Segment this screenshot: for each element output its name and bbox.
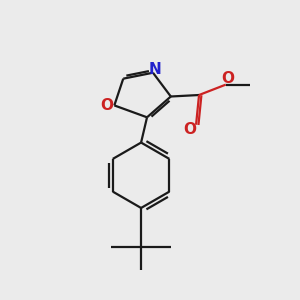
Text: O: O xyxy=(221,70,234,86)
Text: N: N xyxy=(149,62,162,77)
Text: O: O xyxy=(100,98,113,113)
Text: O: O xyxy=(184,122,196,137)
